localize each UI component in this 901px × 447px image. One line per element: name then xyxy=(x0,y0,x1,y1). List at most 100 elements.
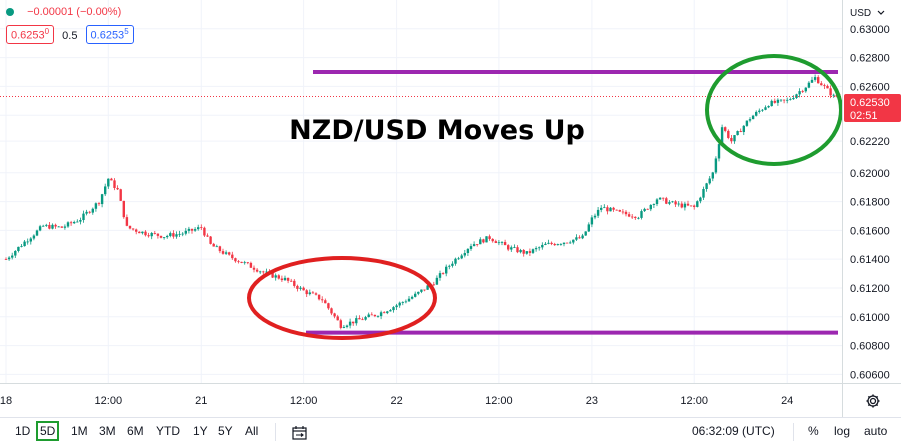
sell-button[interactable]: 0.62530 xyxy=(6,25,55,44)
candle-body xyxy=(417,291,420,294)
candle-body xyxy=(451,263,454,266)
candle-body xyxy=(373,314,377,317)
candle-body xyxy=(559,244,563,245)
candle-body xyxy=(767,106,770,108)
candle-body xyxy=(79,220,82,222)
currency-button[interactable]: USD xyxy=(850,8,885,19)
utc-clock[interactable]: 06:32:09 (UTC) xyxy=(692,424,775,438)
candle-body xyxy=(35,230,39,236)
candle-body xyxy=(649,204,652,210)
candle-body xyxy=(274,275,277,278)
candle-body xyxy=(584,231,587,236)
price-tick-label: 0.60600 xyxy=(850,369,890,381)
time-axis[interactable]: 18 12:00 21 12:00 22 12:00 23 12:00 24 xyxy=(0,383,842,417)
candle-body xyxy=(255,269,259,272)
candle-body xyxy=(655,199,659,205)
candle-body xyxy=(122,200,125,218)
candle-body xyxy=(73,221,76,224)
candle-body xyxy=(724,127,727,131)
candle-body xyxy=(792,97,795,100)
range-5y-button[interactable]: 5Y xyxy=(218,424,233,438)
candle-body xyxy=(212,243,215,247)
candle-body xyxy=(596,209,600,216)
date-range-button[interactable] xyxy=(275,423,276,441)
range-3m-button[interactable]: 3M xyxy=(99,424,116,438)
candle-body xyxy=(773,100,776,103)
candle-body xyxy=(249,262,253,268)
candle-body xyxy=(85,211,88,214)
candle-body xyxy=(779,99,783,101)
candle-body xyxy=(243,262,246,264)
range-5d-button[interactable]: 5D xyxy=(36,421,60,441)
log-scale-button[interactable]: log xyxy=(834,424,851,438)
candle-body xyxy=(141,231,144,234)
candle-body xyxy=(317,294,321,300)
candle-body xyxy=(231,254,234,259)
candle-body xyxy=(181,233,184,235)
candle-body xyxy=(755,111,758,116)
candle-body xyxy=(634,216,637,219)
range-ytd-button[interactable]: YTD xyxy=(156,424,180,438)
range-1d-button[interactable]: 1D xyxy=(15,424,31,438)
candle-body xyxy=(327,303,330,309)
low-zone-ellipse[interactable] xyxy=(247,256,437,340)
candle-body xyxy=(445,266,448,274)
price-tick-label: 0.62800 xyxy=(850,53,890,65)
chart-pane[interactable]: NZD/USD Moves Up −0.00001 (−0.00%) 0.625… xyxy=(0,0,843,383)
candle-body xyxy=(491,238,494,242)
candle-body xyxy=(215,246,218,248)
price-axis[interactable]: 0.630000.628000.626000.624000.622200.620… xyxy=(842,0,901,383)
price-tick-label: 0.61400 xyxy=(850,254,890,266)
gear-icon xyxy=(866,394,880,408)
candle-body xyxy=(113,180,116,188)
range-1m-button[interactable]: 1M xyxy=(71,424,88,438)
price-axis-scale: 0.630000.628000.626000.624000.622200.620… xyxy=(844,24,901,381)
candle-body xyxy=(240,261,243,263)
candle-body xyxy=(776,99,780,103)
candle-body xyxy=(658,197,662,200)
candle-body xyxy=(156,233,160,236)
candle-body xyxy=(420,289,423,292)
candle-body xyxy=(531,249,535,253)
price-tick-label: 0.61000 xyxy=(850,312,890,324)
candle-body xyxy=(538,247,541,249)
buy-button[interactable]: 0.62535 xyxy=(85,25,134,44)
candle-body xyxy=(441,273,445,274)
range-all-button[interactable]: All xyxy=(245,424,259,438)
candle-body xyxy=(624,211,628,215)
candle-body xyxy=(11,255,14,258)
candle-body xyxy=(172,233,175,237)
candle-body xyxy=(497,242,501,244)
calendar-range-icon[interactable] xyxy=(291,425,309,441)
candle-body xyxy=(677,203,680,205)
candle-body xyxy=(528,251,532,253)
percent-scale-button[interactable]: % xyxy=(808,424,819,438)
auto-scale-button[interactable]: auto xyxy=(864,424,888,438)
candle-body xyxy=(20,246,23,247)
candle-body xyxy=(91,208,94,213)
candle-body xyxy=(720,127,724,145)
settings-button[interactable] xyxy=(842,383,901,417)
range-6m-button[interactable]: 6M xyxy=(127,424,144,438)
candle-body xyxy=(696,201,699,207)
candle-body xyxy=(159,235,163,238)
candle-body xyxy=(516,247,519,253)
candle-body xyxy=(590,217,594,225)
candle-body xyxy=(355,318,358,324)
candle-body xyxy=(45,224,48,226)
candle-body xyxy=(460,255,463,259)
high-zone-ellipse[interactable] xyxy=(705,54,843,166)
candle-body xyxy=(813,77,817,80)
candle-body xyxy=(562,242,566,245)
candle-body xyxy=(333,313,336,317)
candle-body xyxy=(448,265,451,267)
candle-body xyxy=(308,292,311,295)
candle-body xyxy=(69,222,73,224)
candle-body xyxy=(193,229,197,231)
candle-body xyxy=(110,178,113,181)
candle-body xyxy=(522,249,525,254)
candle-body xyxy=(782,99,786,101)
candle-body xyxy=(200,227,203,228)
range-1y-button[interactable]: 1Y xyxy=(193,424,208,438)
candle-body xyxy=(321,299,324,301)
